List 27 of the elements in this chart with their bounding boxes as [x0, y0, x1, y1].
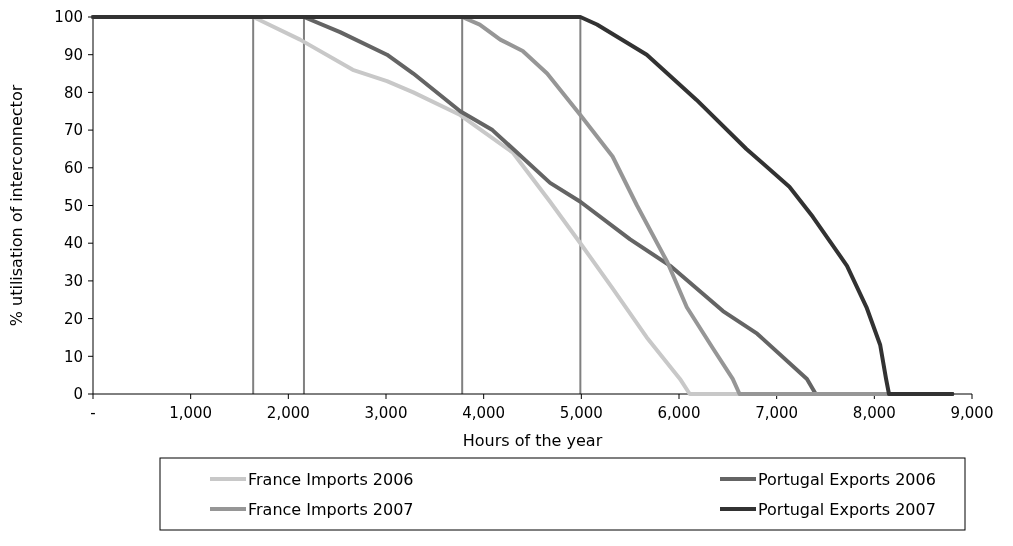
x-tick-label: 1,000	[169, 404, 213, 422]
y-tick-label: 40	[63, 234, 83, 253]
y-tick-label: 70	[63, 121, 83, 140]
y-tick-label: 30	[63, 272, 83, 291]
y-axis-title: % utilisation of interconnector	[7, 84, 26, 327]
x-tick-label: 6,000	[657, 404, 701, 422]
x-tick-label: 7,000	[755, 404, 799, 422]
y-tick-label: 60	[63, 159, 83, 178]
x-tick-label: 3,000	[364, 404, 408, 422]
y-tick-label: 100	[54, 8, 83, 27]
legend-label: Portugal Exports 2006	[758, 469, 936, 489]
legend-label: France Imports 2006	[248, 469, 414, 489]
x-axis-title: Hours of the year	[462, 431, 603, 450]
y-tick-label: 20	[63, 309, 83, 328]
x-tick-label: 2,000	[266, 404, 310, 422]
y-tick-label: 0	[73, 385, 83, 404]
y-tick-label: 90	[63, 45, 83, 64]
x-tick-label: 4,000	[462, 404, 506, 422]
x-tick-label: -	[90, 404, 96, 422]
x-tick-label: 9,000	[950, 404, 994, 422]
legend-label: France Imports 2007	[248, 499, 414, 519]
legend-label: Portugal Exports 2007	[758, 499, 936, 519]
y-tick-label: 10	[63, 347, 83, 366]
x-tick-label: 5,000	[559, 404, 603, 422]
y-tick-label: 80	[63, 83, 83, 102]
x-tick-label: 8,000	[852, 404, 896, 422]
y-tick-label: 50	[63, 196, 83, 215]
